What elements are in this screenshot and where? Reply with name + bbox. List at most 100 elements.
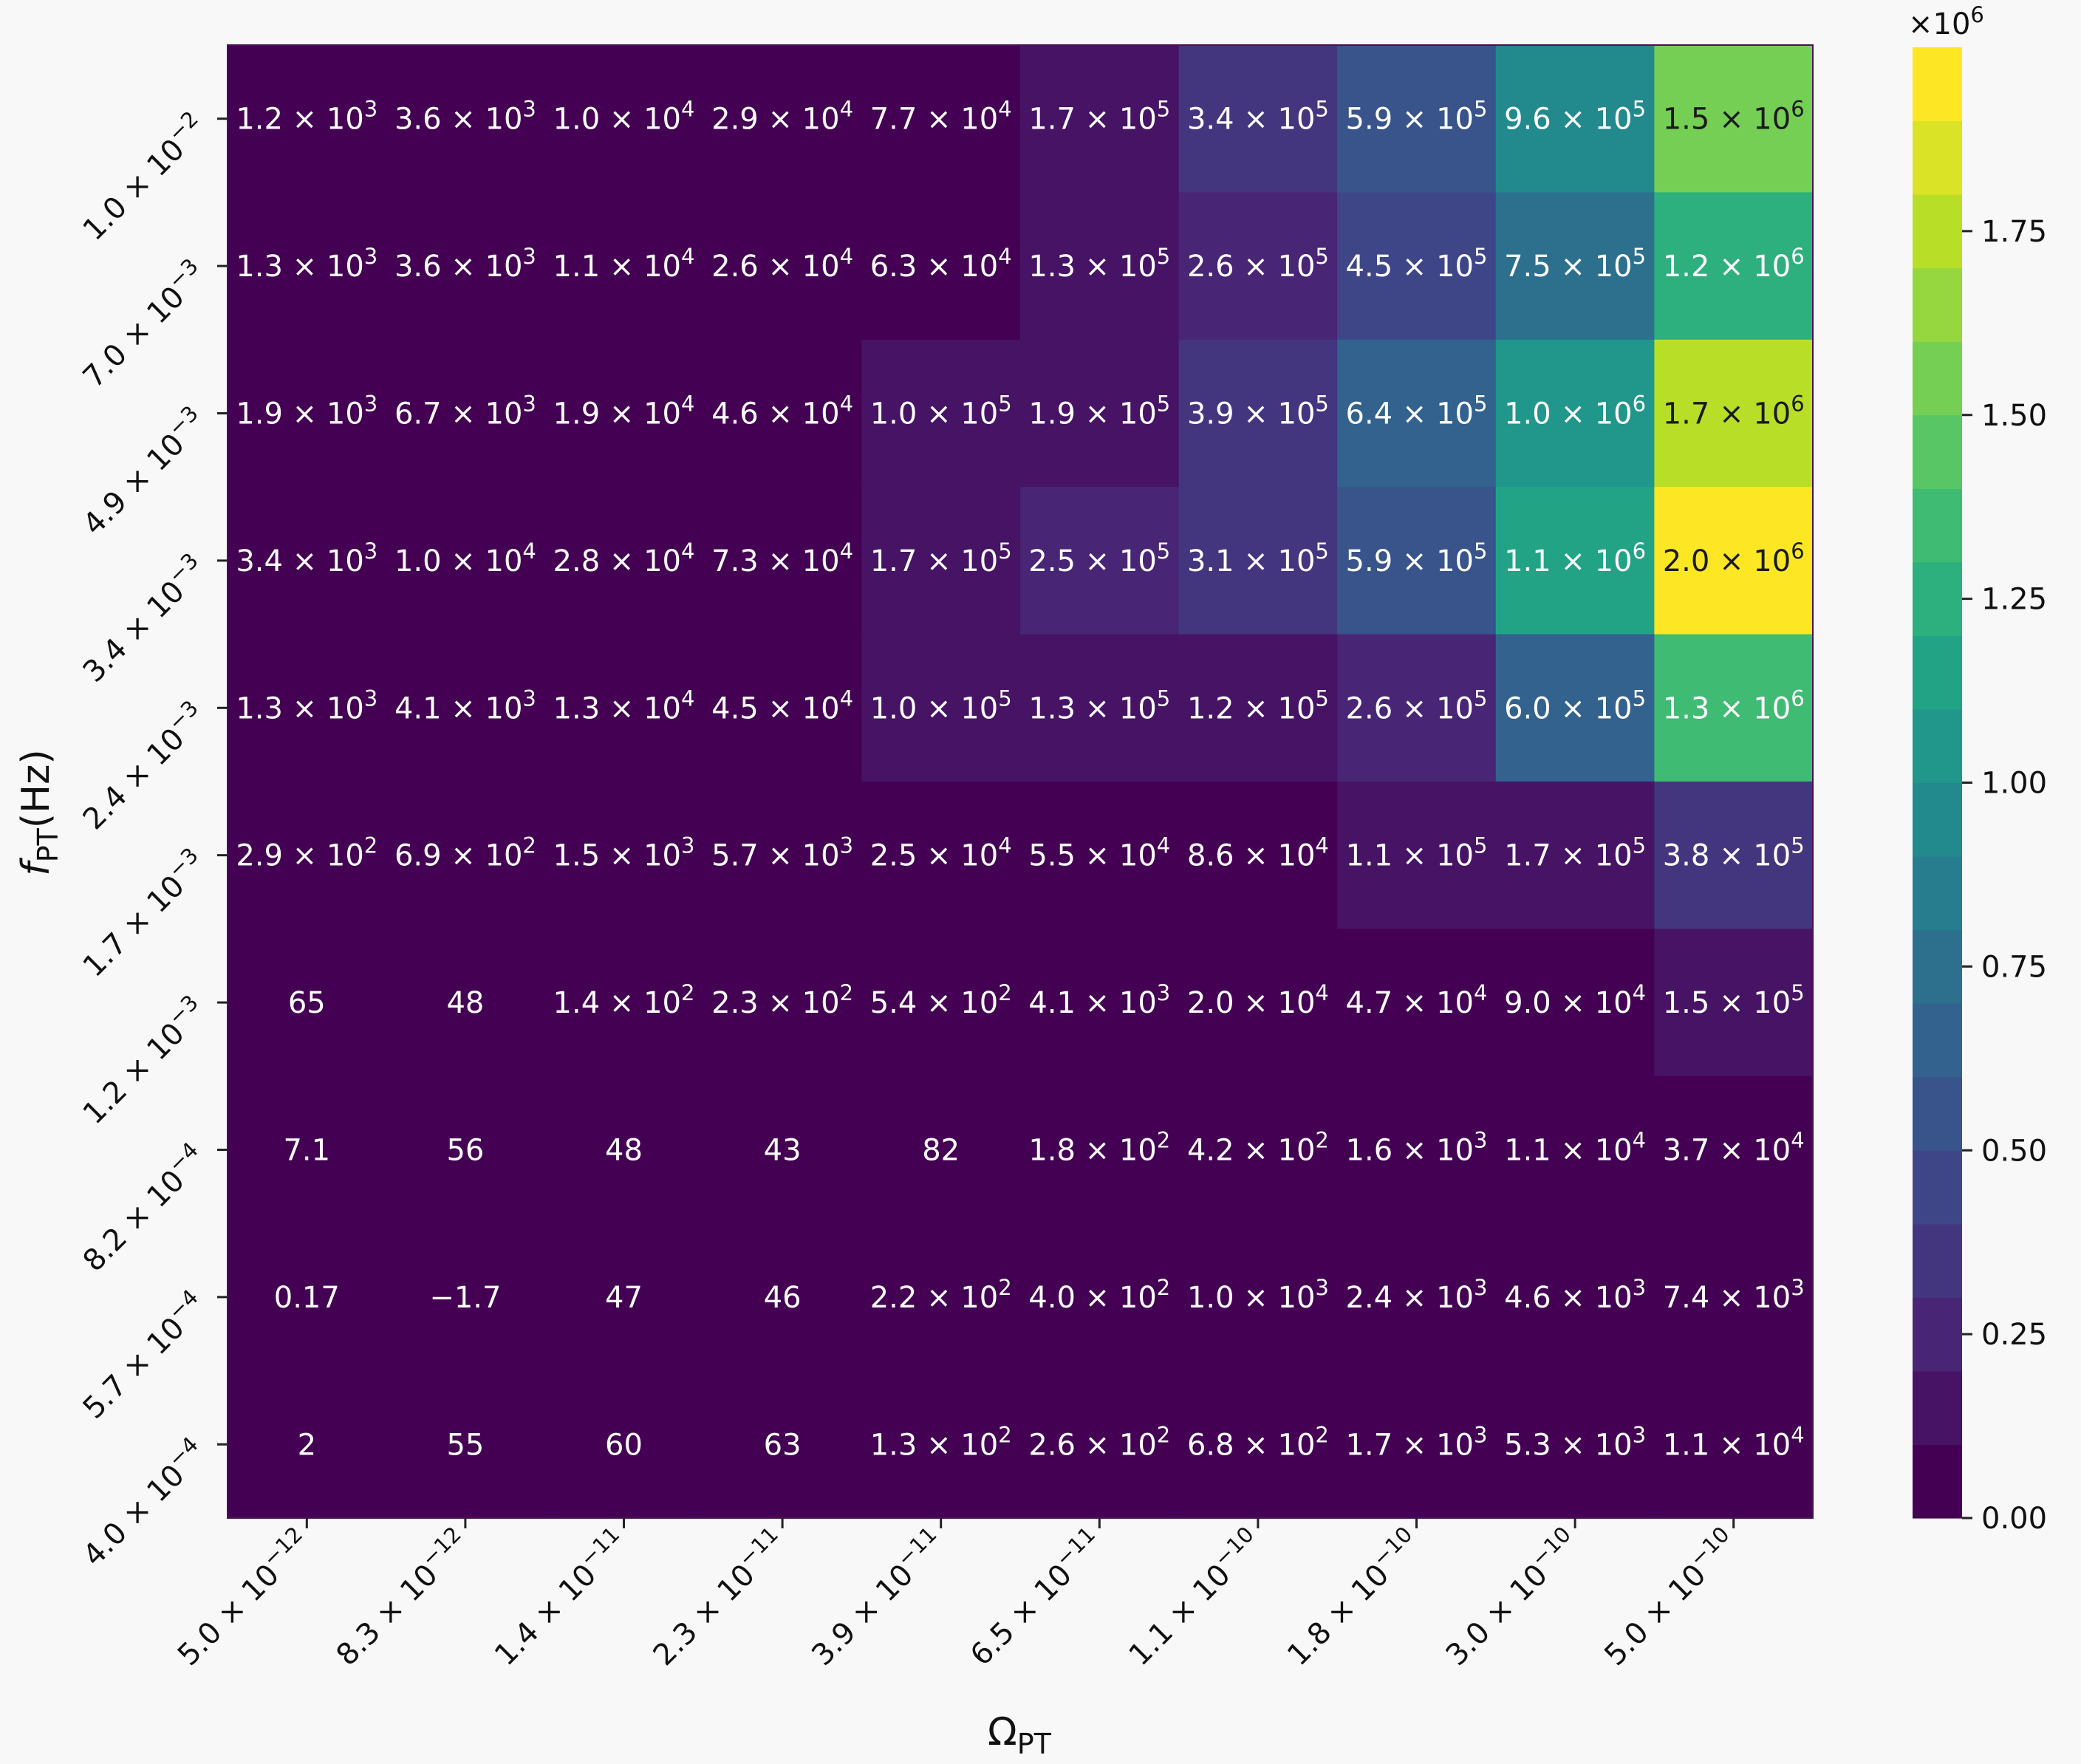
heatmap-cell-label: 5.9 × 105 — [1346, 97, 1488, 137]
colorbar-segment — [1913, 267, 1962, 342]
heatmap-cell — [1178, 192, 1338, 341]
heatmap-cell — [1020, 1370, 1180, 1519]
y-tick-label: 1.2 × 10−3 — [72, 990, 213, 1131]
colorbar-tick-label: 0.25 — [1981, 1318, 2047, 1352]
heatmap-cell — [386, 782, 545, 929]
x-axis-label: ΩPT — [988, 1710, 1052, 1760]
heatmap-cell — [1337, 1370, 1497, 1519]
heatmap-cell-label: 2.2 × 102 — [870, 1275, 1012, 1315]
heatmap-cell — [544, 1370, 704, 1519]
heatmap-cell-label: 1.2 × 105 — [1187, 686, 1329, 725]
heatmap-cell — [386, 192, 545, 341]
heatmap-cell — [1178, 1076, 1338, 1224]
heatmap-cell — [1495, 634, 1655, 782]
heatmap-cell-label: 9.0 × 104 — [1504, 980, 1646, 1020]
heatmap-cell-label: 48 — [605, 1134, 643, 1168]
heatmap-cell — [1020, 45, 1180, 193]
heatmap-cell — [1654, 1223, 1814, 1372]
colorbar-segment — [1913, 1370, 1962, 1445]
colorbar-segment — [1913, 929, 1962, 1004]
heatmap-cell — [386, 339, 545, 488]
heatmap-cell-label: 1.7 × 105 — [870, 539, 1012, 578]
x-tick-label: 6.5 × 10−11 — [960, 1522, 1110, 1672]
heatmap-cell — [861, 192, 1021, 341]
heatmap-cell-label: 4.5 × 105 — [1346, 244, 1488, 284]
heatmap-cell — [861, 487, 1021, 635]
heatmap-cell — [1337, 634, 1497, 782]
heatmap-cell — [1337, 192, 1497, 341]
heatmap-cell — [1495, 782, 1655, 929]
x-tick-label: 1.4 × 10−11 — [484, 1522, 635, 1672]
heatmap-cell — [228, 929, 387, 1077]
heatmap-cell-label: 1.0 × 105 — [870, 686, 1012, 725]
x-tick-label: 3.0 × 10−10 — [1435, 1522, 1586, 1672]
heatmap-cell-label: 7.1 — [283, 1134, 330, 1168]
heatmap-cell-label: 1.1 × 106 — [1504, 539, 1646, 578]
colorbar-segment — [1913, 120, 1962, 195]
heatmap-cell-label: 1.5 × 103 — [553, 833, 695, 873]
heatmap-cell — [1020, 192, 1180, 341]
heatmap-cell — [1495, 45, 1655, 193]
heatmap-cell-label: 1.1 × 104 — [1504, 1128, 1646, 1168]
heatmap-cell — [1495, 1223, 1655, 1372]
heatmap-cell — [386, 1076, 545, 1224]
heatmap-cell-label: 6.0 × 105 — [1504, 686, 1646, 725]
colorbar-segment — [1913, 856, 1962, 931]
heatmap-cell — [703, 487, 862, 635]
heatmap-cell-label: 1.9 × 103 — [236, 392, 377, 431]
heatmap-cell-label: 5.3 × 103 — [1504, 1422, 1646, 1462]
heatmap-cell — [861, 1223, 1021, 1372]
heatmap-cell-label: 2.6 × 102 — [1028, 1422, 1170, 1462]
colorbar-tick-label: 0.50 — [1981, 1134, 2047, 1168]
heatmap-cell — [1337, 45, 1497, 193]
heatmap-cell-label: 43 — [764, 1134, 802, 1168]
heatmap-cell-label: 2.8 × 104 — [553, 539, 695, 578]
heatmap-cell-label: 1.5 × 106 — [1663, 97, 1805, 137]
heatmap-cell-label: 1.2 × 103 — [236, 97, 377, 137]
heatmap-cell — [703, 1223, 862, 1372]
colorbar-segment — [1913, 635, 1962, 710]
heatmap-cell — [1020, 929, 1180, 1077]
heatmap-cell — [386, 929, 545, 1077]
heatmap-cell — [1337, 1076, 1497, 1224]
y-tick-label: 8.2 × 10−4 — [72, 1137, 213, 1278]
heatmap-cell-label: 63 — [764, 1428, 802, 1462]
heatmap-cell-label: 6.8 × 102 — [1187, 1422, 1329, 1462]
heatmap-cell-label: 1.9 × 104 — [553, 392, 695, 431]
heatmap-cell-label: 1.7 × 105 — [1028, 97, 1170, 137]
heatmap-cell — [861, 45, 1021, 193]
heatmap-cell-label: 2.6 × 105 — [1187, 244, 1329, 284]
heatmap-cell — [544, 634, 704, 782]
heatmap-cell — [1337, 782, 1497, 929]
heatmap-cell — [544, 782, 704, 929]
heatmap-cell — [1337, 339, 1497, 488]
colorbar-segment — [1913, 1076, 1962, 1151]
heatmap-cell-labels: 1.2 × 103 3.6 × 103 1.0 × 104 2.9 × 104 7.7 … — [236, 97, 1804, 1463]
heatmap-cell-label: 55 — [446, 1428, 484, 1462]
heatmap-cell — [1654, 1076, 1814, 1224]
heatmap-cell — [1178, 929, 1338, 1077]
heatmap-cell-label: 2.5 × 105 — [1028, 539, 1170, 578]
x-tick-label: 5.0 × 10−10 — [1594, 1522, 1745, 1672]
heatmap-cell — [228, 1370, 387, 1519]
heatmap-cell — [1020, 1076, 1180, 1224]
x-axis-ticks: 5.0 × 10−128.3 × 10−121.4 × 10−112.3 × 1… — [167, 1518, 1745, 1672]
heatmap-cell — [861, 929, 1021, 1077]
heatmap-cell-label: 7.7 × 104 — [870, 97, 1012, 137]
heatmap-cell-label: 48 — [446, 986, 484, 1020]
heatmap-cell-label: 3.9 × 105 — [1187, 392, 1329, 431]
heatmap-cell-label: 65 — [288, 986, 326, 1020]
x-tick-label: 5.0 × 10−12 — [167, 1522, 318, 1672]
heatmap-cell-label: 2.3 × 102 — [711, 980, 853, 1020]
heatmap-cell-label: 82 — [922, 1134, 960, 1168]
heatmap-cell — [228, 634, 387, 782]
colorbar-tick-label: 0.00 — [1981, 1502, 2047, 1536]
heatmap-cell — [703, 634, 862, 782]
heatmap-cell-label: 7.5 × 105 — [1504, 244, 1646, 284]
heatmap-cell-label: 46 — [764, 1281, 802, 1315]
heatmap-cell-label: 3.6 × 103 — [394, 244, 536, 284]
heatmap-cell-label: 5.4 × 102 — [870, 980, 1012, 1020]
heatmap-cell-label: −1.7 — [429, 1281, 501, 1315]
heatmap-cell-label: 2 — [298, 1428, 316, 1462]
x-tick-label: 8.3 × 10−12 — [326, 1522, 476, 1672]
